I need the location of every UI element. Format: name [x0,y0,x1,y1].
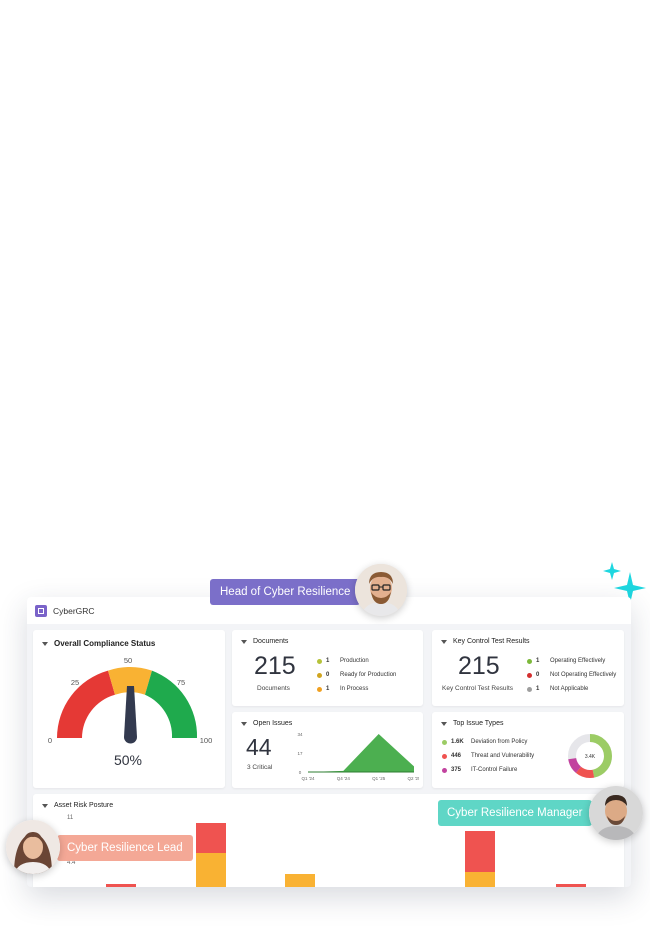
compliance-card: Overall Compliance Status 0 25 50 75 100… [33,630,225,788]
status-dot [442,753,447,759]
collapse-icon[interactable] [42,803,48,808]
risk-bar-segment [196,853,226,887]
legend-item: 375 IT-Control Failure [442,767,517,773]
card-title: Asset Risk Posture [54,802,114,809]
app-name: CyberGRC [53,605,95,616]
y-tick-label: 17 [297,751,303,756]
risk-bar-segment [285,874,315,887]
collapse-icon[interactable] [441,721,447,726]
legend-item: 446 Threat and Vulnerability [442,753,534,759]
card-title: Key Control Test Results [453,638,530,645]
gauge-yellow-segment [108,667,152,695]
person-icon [6,820,60,874]
role-badge-lead: Cyber Resilience Lead [57,835,193,861]
legend-item: 0 Not Operating Effectively [527,672,616,678]
y-tick-label: 11 [67,815,74,821]
open-issues-total: 44 [246,734,272,760]
top-issues-card: Top Issue Types 1.6K Deviation from Poli… [432,712,624,788]
critical-count: 3 Critical [247,764,273,771]
role-badge-manager: Cyber Resilience Manager [438,800,592,826]
x-tick-label: Q4 '24 [337,776,351,781]
collapse-icon[interactable] [42,641,48,646]
person-icon [355,564,407,616]
avatar [355,564,407,616]
status-dot [442,739,447,745]
role-badge-head: Head of Cyber Resilience [210,579,361,605]
issues-area-series [308,734,414,772]
card-title: Top Issue Types [453,720,504,727]
open-issues-card: Open Issues 44 3 Critical 34 17 0 Q1 '24 Q4 … [232,712,423,788]
documents-card: Documents 215 Documents 1 Production 0 R… [232,630,423,706]
risk-bar-segment [465,831,495,872]
legend-item: 1.6K Deviation from Policy [442,739,527,745]
x-tick-label: Q1 '24 [301,776,315,781]
y-tick-label: 4.4 [67,860,76,866]
status-dot [317,672,322,678]
legend-item: 1 Not Applicable [527,686,588,692]
documents-total-label: Documents [257,685,290,692]
open-issues-chart: 34 17 0Q1 '24 Q4 '24 Q1 '25 Q2 '25 [297,732,419,781]
legend-item: 0 Ready for Production [317,672,396,678]
person-icon [589,786,643,840]
gauge-tick-0: 0 [48,736,52,745]
risk-bar-segment [556,884,586,887]
card-title: Documents [253,638,289,645]
x-tick-label: Q2 '25 [407,776,419,781]
status-dot [317,658,322,664]
key-control-total: 215 [458,652,500,680]
risk-bar-segment [465,872,495,887]
gauge-red-segment [56,670,115,738]
gauge-tick-25: 25 [71,678,79,687]
donut-segment-policy [568,734,612,778]
status-dot [442,767,447,773]
compliance-percent: 50% [114,752,142,768]
collapse-icon[interactable] [441,639,447,644]
donut-center-label: 3.4K [585,754,596,760]
legend-item: 1 Operating Effectively [527,658,605,664]
avatar [6,820,60,874]
x-tick-label: Q1 '25 [372,776,386,781]
y-tick-label: 0 [299,770,302,775]
status-dot [317,686,322,692]
donut-segment-threat [568,734,612,778]
gauge-green-segment [145,670,198,738]
key-control-total-label: Key Control Test Results [442,685,514,692]
status-dot [527,686,532,692]
collapse-icon[interactable] [241,721,247,726]
status-dot [527,658,532,664]
app-logo-icon[interactable] [35,604,47,617]
status-dot [527,672,532,678]
legend-item: 1 In Process [317,686,368,692]
gauge-needle [124,686,137,744]
gauge-tick-100: 100 [200,736,213,745]
card-title: Open Issues [253,720,293,727]
issue-types-donut: 3.4K [568,734,612,778]
documents-total: 215 [254,652,296,680]
legend-item: 1 Production [317,658,369,664]
gauge-tick-50: 50 [124,656,132,665]
avatar [589,786,643,840]
collapse-icon[interactable] [241,639,247,644]
y-tick-label: 34 [297,732,303,737]
risk-bar-segment [196,823,226,853]
risk-bar-segment [106,884,136,887]
card-title: Overall Compliance Status [54,639,156,648]
compliance-gauge: 0 25 50 75 100 50% [48,656,213,768]
gauge-tick-75: 75 [177,678,185,687]
key-control-card: Key Control Test Results 215 Key Control… [432,630,624,706]
